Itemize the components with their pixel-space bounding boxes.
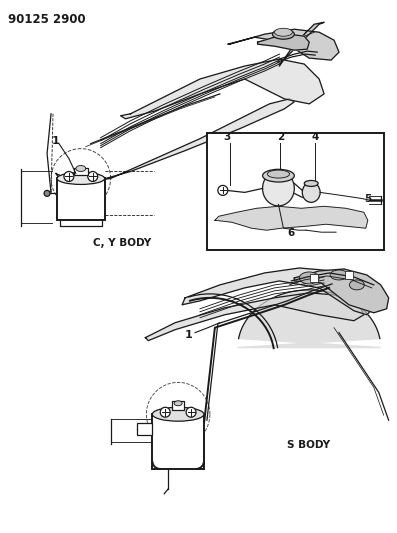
Bar	[57, 179, 105, 220]
Text: 3: 3	[223, 132, 230, 142]
Ellipse shape	[299, 272, 319, 284]
Bar	[207, 133, 384, 250]
Polygon shape	[258, 34, 309, 50]
Circle shape	[64, 172, 74, 181]
Polygon shape	[279, 22, 324, 66]
Text: S BODY: S BODY	[287, 440, 330, 450]
Ellipse shape	[76, 166, 86, 172]
Polygon shape	[294, 269, 389, 313]
Polygon shape	[228, 29, 339, 60]
Circle shape	[88, 172, 98, 181]
Text: 1: 1	[52, 136, 60, 146]
Polygon shape	[182, 268, 374, 315]
Bar	[310, 274, 318, 282]
Ellipse shape	[274, 28, 292, 36]
Ellipse shape	[262, 171, 294, 206]
Ellipse shape	[349, 280, 364, 290]
Circle shape	[186, 407, 196, 417]
Text: 90125 2900: 90125 2900	[8, 13, 86, 26]
Ellipse shape	[304, 181, 318, 187]
Text: 5: 5	[364, 195, 371, 204]
Polygon shape	[238, 290, 381, 348]
Polygon shape	[145, 293, 364, 341]
Bar	[345, 271, 353, 279]
Bar	[74, 167, 88, 175]
Ellipse shape	[330, 270, 348, 280]
Ellipse shape	[302, 182, 320, 203]
Ellipse shape	[57, 173, 105, 184]
Circle shape	[160, 407, 170, 417]
Polygon shape	[121, 59, 324, 119]
Ellipse shape	[174, 401, 182, 406]
Text: C, Y BODY: C, Y BODY	[93, 238, 151, 248]
Ellipse shape	[262, 169, 294, 182]
Text: 6: 6	[288, 228, 295, 238]
Ellipse shape	[267, 170, 289, 178]
Ellipse shape	[152, 407, 204, 421]
Circle shape	[218, 185, 228, 196]
Bar	[137, 423, 152, 435]
Circle shape	[44, 190, 50, 196]
Text: 4: 4	[312, 132, 319, 142]
Text: 1: 1	[184, 329, 192, 340]
Bar	[172, 401, 184, 410]
Polygon shape	[215, 206, 368, 230]
Bar	[152, 414, 204, 469]
Text: 2: 2	[277, 132, 284, 142]
Polygon shape	[56, 99, 294, 185]
Ellipse shape	[272, 29, 294, 39]
